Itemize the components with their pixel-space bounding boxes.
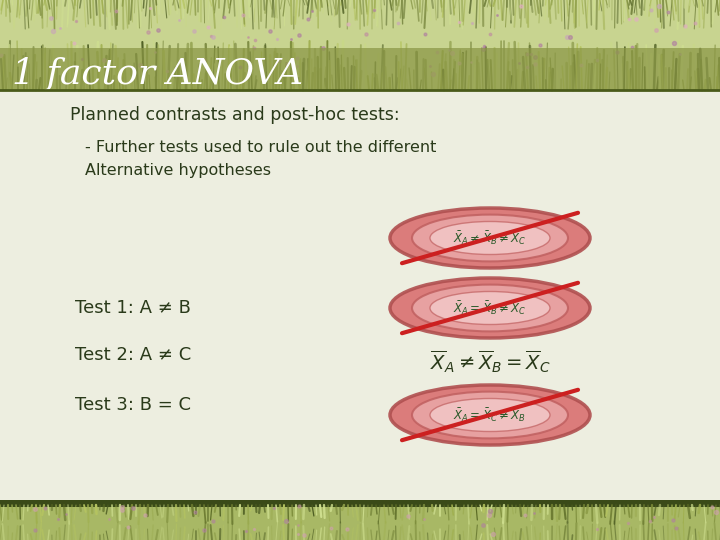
FancyBboxPatch shape (0, 90, 720, 505)
Ellipse shape (390, 278, 590, 338)
Text: $\overline{X}_A \neq \overline{X}_B = \overline{X}_C$: $\overline{X}_A \neq \overline{X}_B = \o… (430, 349, 550, 375)
Text: Test 3: B = C: Test 3: B = C (75, 396, 191, 414)
Ellipse shape (412, 214, 568, 261)
Text: Alternative hypotheses: Alternative hypotheses (85, 163, 271, 178)
Ellipse shape (430, 292, 550, 325)
Ellipse shape (390, 385, 590, 445)
Text: Planned contrasts and post-hoc tests:: Planned contrasts and post-hoc tests: (70, 106, 400, 124)
Ellipse shape (430, 399, 550, 431)
FancyBboxPatch shape (0, 0, 720, 90)
Ellipse shape (390, 208, 590, 268)
Text: Test 2: A ≠ C: Test 2: A ≠ C (75, 346, 192, 364)
FancyBboxPatch shape (0, 500, 720, 507)
FancyBboxPatch shape (0, 505, 720, 540)
Text: Test 1: A ≠ B: Test 1: A ≠ B (75, 299, 191, 317)
Text: $\bar{X}_A \neq \bar{X}_B \neq \bar{X}_C$: $\bar{X}_A \neq \bar{X}_B \neq \bar{X}_C… (453, 230, 527, 247)
FancyBboxPatch shape (0, 48, 720, 90)
Text: - Further tests used to rule out the different: - Further tests used to rule out the dif… (85, 140, 436, 156)
Ellipse shape (430, 221, 550, 254)
Text: $\bar{X}_A = \bar{X}_B \neq \bar{X}_C$: $\bar{X}_A = \bar{X}_B \neq \bar{X}_C$ (453, 299, 527, 317)
Ellipse shape (412, 392, 568, 438)
Text: 1 factor ANOVA: 1 factor ANOVA (12, 57, 303, 91)
Text: $\bar{X}_A = \bar{X}_C \neq \bar{X}_B$: $\bar{X}_A = \bar{X}_C \neq \bar{X}_B$ (454, 406, 526, 424)
Ellipse shape (412, 285, 568, 332)
